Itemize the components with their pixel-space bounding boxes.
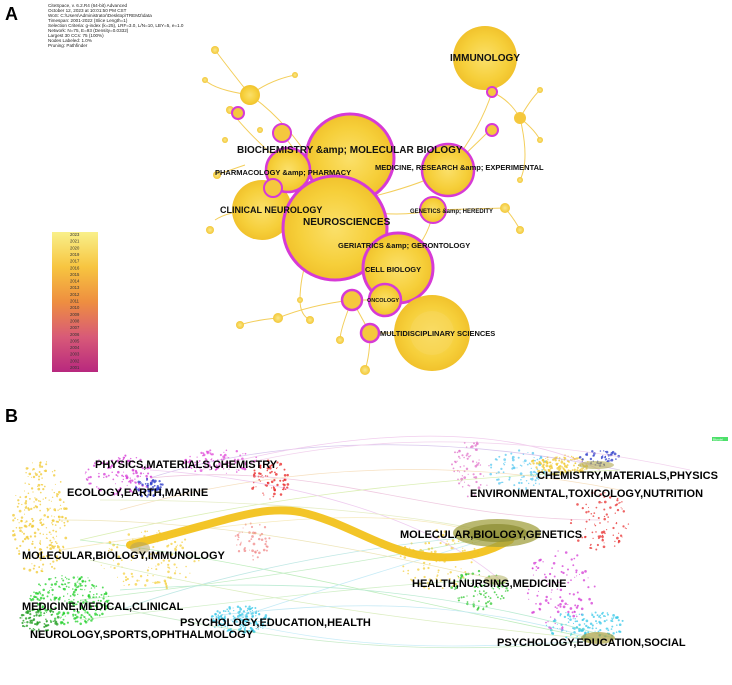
legend-year-label: 2013 (70, 285, 80, 290)
node-medicine-research (420, 142, 476, 198)
main-link (126, 506, 514, 562)
meta-line: Network: N=75, E=93 (Density=0.0332) (48, 28, 129, 33)
label-genetics: GENETICS &amp; HEREDITY (410, 209, 493, 215)
ellipse-health (484, 575, 508, 585)
node-labels: IMMUNOLOGY BIOCHEMISTRY &amp; MOLECULAR … (215, 53, 544, 338)
legend-year-label: 2005 (70, 338, 80, 343)
ellipse-psychology (581, 632, 615, 644)
label-medicine-research: MEDICINE, RESEARCH &amp; EXPERIMENTAL (375, 163, 544, 172)
legend-year-label: 2001 (70, 365, 80, 370)
meta-line: Selection Criteria: g-index (k=25), LRF=… (48, 23, 184, 28)
meta-line: WoS: C:\Users\Administrator\Desktop\TREM… (48, 13, 152, 18)
legend-year-label: 2002 (70, 358, 80, 363)
legend-year-label: 2004 (70, 345, 80, 350)
legend-year-label: 2020 (70, 245, 80, 250)
point-clouds (12, 441, 630, 641)
meta-line: Nodes Labeled: 1.0% (48, 38, 92, 43)
legend-year-label: 2009 (70, 312, 80, 317)
node (240, 85, 260, 105)
label-chemistry-materials-physics: CHEMISTRY,MATERIALS,PHYSICS (537, 470, 718, 482)
panel-a: A CiteSpace, v. 6.2.R4 (64-bit) Advanced… (5, 3, 544, 375)
meta-line: Timespan: 2001-2022 (Slice Length=1) (48, 18, 128, 23)
cluster-ellipses (130, 461, 615, 644)
label-ecology-earth-marine: ECOLOGY,EARTH,MARINE (67, 487, 208, 499)
meta-line: Largest 30 CCs: 75 (100%) (48, 33, 104, 38)
panel-b: B Blondel (5, 406, 728, 649)
label-pharmacology: PHARMACOLOGY &amp; PHARMACY (215, 168, 351, 177)
panel-a-letter: A (5, 4, 18, 24)
legend-year-label: 2007 (70, 325, 80, 330)
label-immunology: IMMUNOLOGY (450, 53, 520, 64)
node-neurosciences (281, 174, 389, 282)
ellipse-chemistry (578, 461, 614, 469)
label-biochemistry: BIOCHEMISTRY &amp; MOLECULAR BIOLOGY (237, 145, 463, 156)
panel-b-letter: B (5, 406, 18, 426)
legend-year-label: 2006 (70, 332, 80, 337)
legend-year-label: 2021 (70, 239, 80, 244)
meta-line: Pruning: Pathfinder (48, 43, 88, 48)
citespace-metadata: CiteSpace, v. 6.2.R4 (64-bit) Advanced O… (48, 3, 184, 48)
legend-year-label: 2011 (70, 299, 80, 304)
label-cell-biology: CELL BIOLOGY (365, 265, 421, 274)
dual-map-links (59, 435, 691, 649)
legend-year-label: 2023 (70, 232, 80, 237)
legend-year-label: 2017 (70, 259, 80, 264)
legend-year-label: 2019 (70, 252, 80, 257)
label-multidisciplinary: MULTIDISCIPLINARY SCIENCES (380, 329, 495, 338)
legend-year-label: 2003 (70, 352, 80, 357)
label-neurosciences: NEUROSCIENCES (303, 217, 391, 228)
label-molecular-biology-genetics: MOLECULAR,BIOLOGY,GENETICS (400, 529, 582, 541)
legend-year-label: 2016 (70, 265, 80, 270)
label-environmental-toxicology-nutrition: ENVIRONMENTAL,TOXICOLOGY,NUTRITION (470, 488, 703, 500)
corner-tag-bar (712, 437, 728, 441)
meta-line: October 12, 2023 at 10:01:50 PM CST (48, 8, 127, 13)
corner-tag: Blondel (713, 438, 723, 442)
legend-year-label: 2008 (70, 318, 80, 323)
left-cluster-labels: PHYSICS,MATERIALS,CHEMISTRY ECOLOGY,EART… (22, 459, 371, 641)
right-cluster-labels: CHEMISTRY,MATERIALS,PHYSICS ENVIRONMENTA… (400, 470, 718, 649)
label-clinical-neurology: CLINICAL NEUROLOGY (220, 205, 322, 215)
label-health-nursing-medicine: HEALTH,NURSING,MEDICINE (412, 578, 566, 590)
legend-year-label: 2012 (70, 292, 80, 297)
label-psychology-education-health: PSYCHOLOGY,EDUCATION,HEALTH (180, 617, 371, 629)
node-oncology (367, 282, 403, 318)
node-immunology (453, 26, 517, 90)
legend-year-label: 2014 (70, 279, 80, 284)
year-legend-bar (52, 232, 98, 372)
label-geriatrics: GERIATRICS &amp; GERONTOLOGY (338, 241, 470, 250)
legend-year-label: 2010 (70, 305, 80, 310)
meta-line: CiteSpace, v. 6.2.R4 (64-bit) Advanced (48, 3, 128, 8)
label-neurology-sports-ophthalmology: NEUROLOGY,SPORTS,OPHTHALMOLOGY (30, 629, 254, 641)
label-molecular-biology-immunology: MOLECULAR,BIOLOGY,IMMUNOLOGY (22, 550, 226, 562)
legend-year-label: 2015 (70, 272, 80, 277)
label-psychology-education-social: PSYCHOLOGY,EDUCATION,SOCIAL (497, 637, 686, 649)
label-physics-materials-chemistry: PHYSICS,MATERIALS,CHEMISTRY (95, 459, 278, 471)
label-oncology: ONCOLOGY (367, 298, 399, 304)
label-medicine-medical-clinical: MEDICINE,MEDICAL,CLINICAL (22, 601, 184, 613)
network-nodes (202, 26, 543, 375)
